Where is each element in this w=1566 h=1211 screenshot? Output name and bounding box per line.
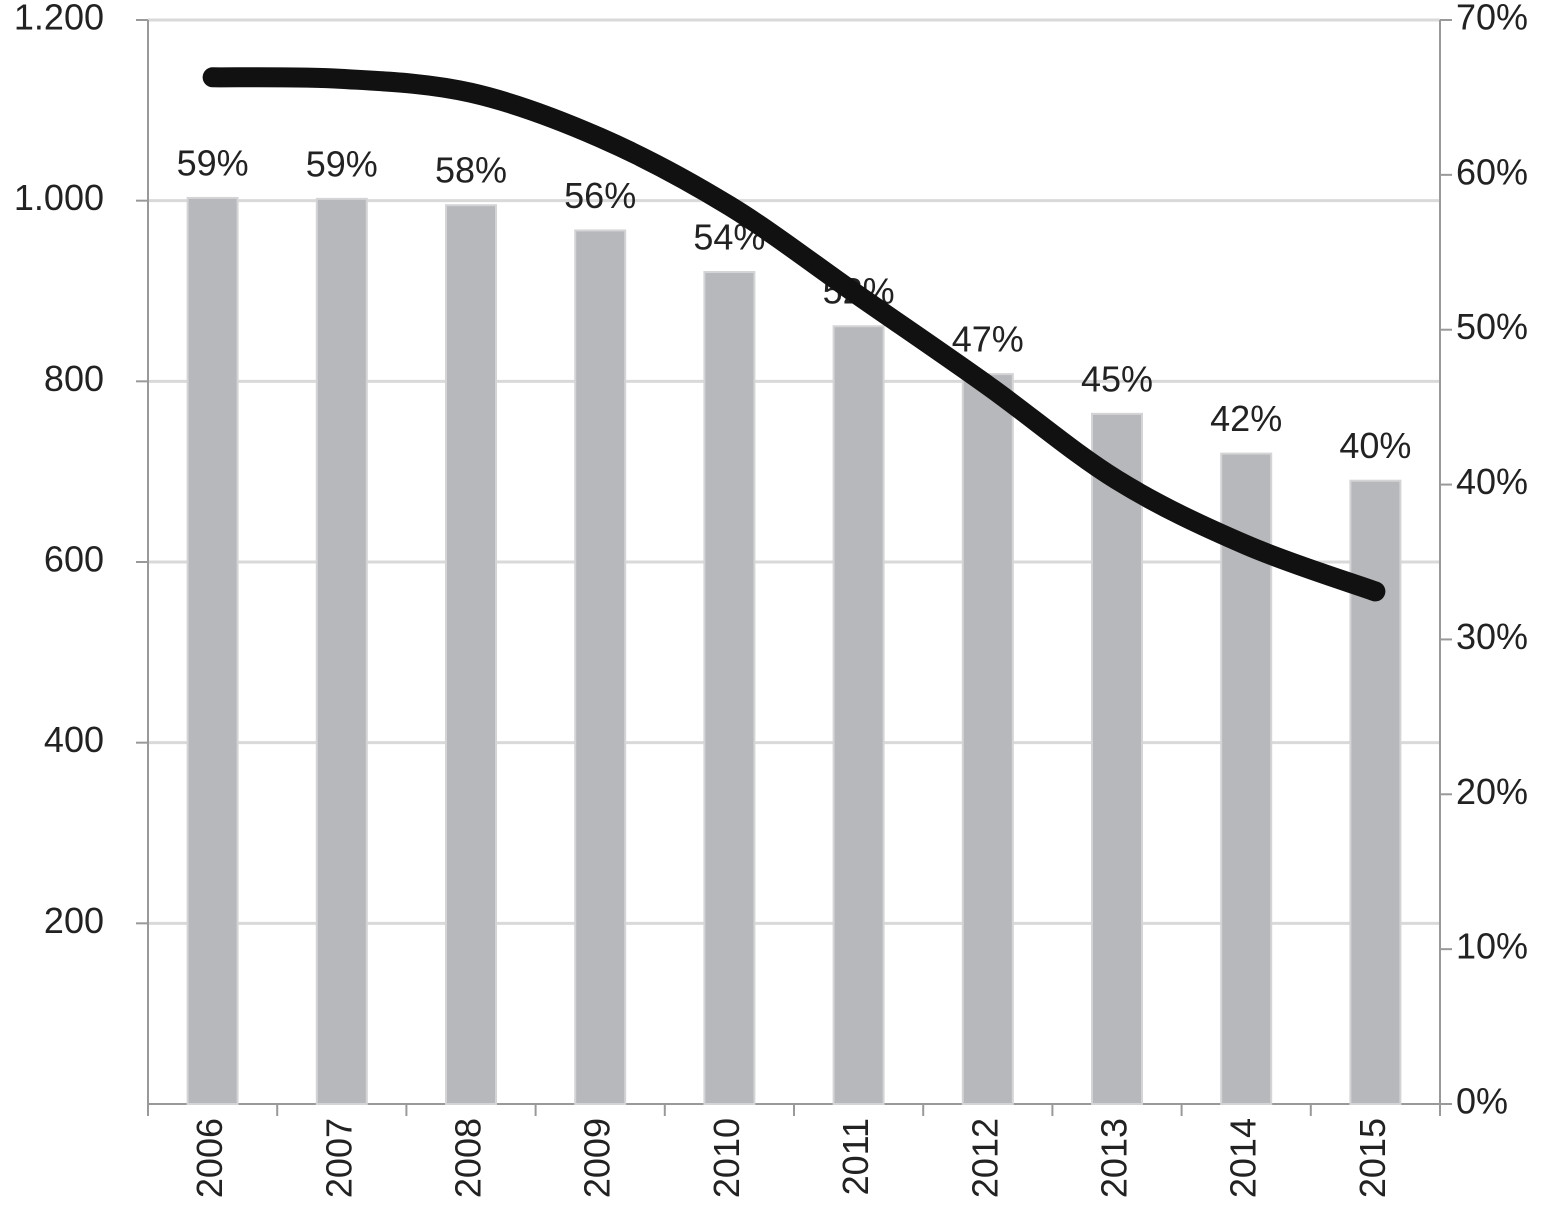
line bbox=[202, 67, 1386, 602]
y2-tick-label: 50% bbox=[1456, 306, 1528, 347]
y-tick-label: 1.000 bbox=[14, 177, 104, 218]
data-label: 58% bbox=[435, 150, 507, 191]
bar bbox=[1349, 479, 1402, 1105]
x-tick-label: 2012 bbox=[964, 1118, 1005, 1198]
y2-tick-label: 10% bbox=[1456, 926, 1528, 967]
y2-tick-label: 70% bbox=[1456, 0, 1528, 38]
x-tick-label: 2008 bbox=[448, 1118, 489, 1198]
y-tick-label: 1.200 bbox=[14, 0, 104, 38]
x-tick-label: 2007 bbox=[318, 1118, 359, 1198]
bar bbox=[1091, 412, 1143, 1105]
bar bbox=[186, 196, 239, 1105]
y2-tick-label: 0% bbox=[1456, 1081, 1508, 1122]
bar bbox=[703, 271, 756, 1105]
bar bbox=[832, 325, 885, 1106]
x-tick-label: 2011 bbox=[835, 1118, 876, 1195]
y-tick-label: 400 bbox=[44, 719, 104, 760]
y2-tick-label: 20% bbox=[1456, 771, 1528, 812]
x-tick-label: 2014 bbox=[1223, 1118, 1264, 1198]
data-label: 45% bbox=[1081, 358, 1153, 399]
y-tick-label: 800 bbox=[44, 358, 104, 399]
x-tick-label: 2013 bbox=[1094, 1118, 1135, 1198]
y-tick-label: 600 bbox=[44, 539, 104, 580]
x-tick-label: 2015 bbox=[1352, 1118, 1393, 1198]
x-tick-label: 2010 bbox=[706, 1118, 747, 1198]
y2-tick-label: 40% bbox=[1456, 461, 1528, 502]
y-tick-label: 200 bbox=[44, 900, 104, 941]
bar bbox=[961, 373, 1014, 1105]
data-label: 59% bbox=[306, 143, 378, 184]
y2-tick-label: 60% bbox=[1456, 151, 1528, 192]
data-label: 42% bbox=[1210, 398, 1282, 439]
bar bbox=[574, 229, 627, 1105]
data-label: 47% bbox=[952, 319, 1024, 360]
bar bbox=[315, 197, 368, 1106]
x-tick-label: 2006 bbox=[189, 1118, 230, 1198]
y2-tick-label: 30% bbox=[1456, 616, 1528, 657]
data-label: 40% bbox=[1339, 425, 1411, 466]
data-label: 59% bbox=[177, 142, 249, 183]
data-label: 56% bbox=[564, 175, 636, 216]
x-tick-label: 2009 bbox=[577, 1118, 618, 1198]
bar bbox=[445, 204, 497, 1105]
